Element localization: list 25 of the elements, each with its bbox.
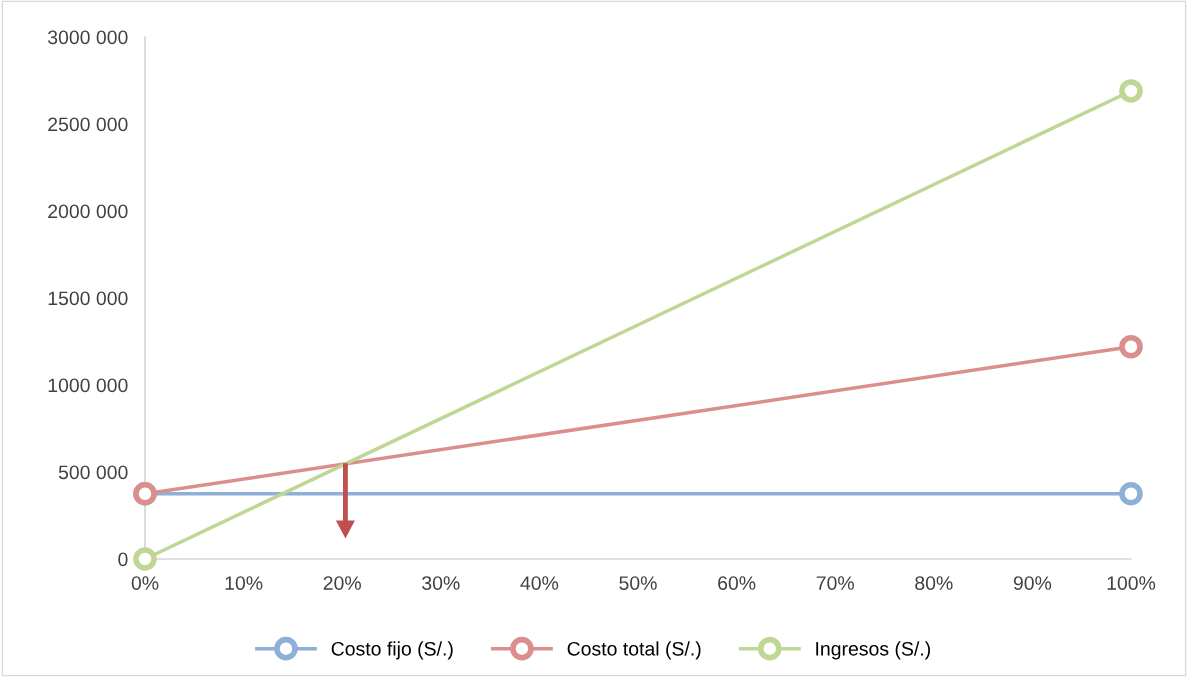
point: [133, 547, 157, 571]
x-tick-label: 10%: [225, 576, 263, 590]
x-tick-label: 20%: [323, 576, 361, 590]
y-tick-label: 1500 000: [48, 291, 128, 306]
y-tick-label: 3000 000: [47, 30, 128, 45]
x-tick-label: 60%: [718, 576, 756, 590]
x-tick-label: 40%: [520, 576, 559, 590]
legend-label: Costo total (S/.): [567, 641, 701, 660]
legend-label: Costo fijo (S/.): [331, 641, 453, 660]
x-tick-label: 90%: [1013, 576, 1052, 590]
x-tick-label: 80%: [915, 576, 953, 590]
y-tick-label: 2000 000: [48, 204, 128, 219]
x-tick-label: 100%: [1107, 576, 1156, 590]
y-tick-label: 2500 000: [48, 117, 128, 132]
x-tick-label: 70%: [816, 576, 854, 590]
x-tick-label: 50%: [619, 576, 657, 590]
y-tick-label: 500 000: [58, 465, 128, 480]
x-tick-label: 30%: [422, 576, 460, 590]
x-tick-label: 0%: [131, 576, 159, 590]
legend-label: Ingresos (S/.): [816, 641, 930, 660]
y-tick-label: 0: [118, 552, 128, 567]
point: [1119, 334, 1143, 359]
point: [1119, 481, 1143, 506]
point: [1119, 79, 1143, 103]
y-tick-label: 1000 000: [48, 378, 128, 393]
